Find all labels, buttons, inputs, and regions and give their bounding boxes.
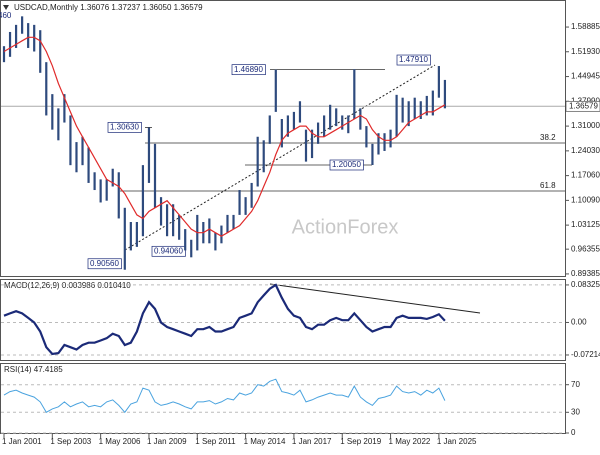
fib-label: 61.8 (540, 181, 556, 190)
annotation-label: 1.47910 (399, 55, 428, 64)
last-price-box (565, 100, 600, 112)
x-tick-label: 1 Sep 2011 (195, 437, 236, 446)
y-tick-label: -0.072148 (571, 350, 600, 359)
macd-trend-line (269, 283, 481, 314)
annotation-label: 1.20050 (332, 160, 361, 169)
y-tick-label: 0.083255 (571, 280, 600, 289)
y-tick-label: 1.03125 (571, 220, 600, 229)
x-tick-label: 1 May 2006 (99, 437, 141, 446)
x-tick-label: 1 Jan 2001 (2, 437, 42, 446)
y-tick-label: 1.17060 (571, 171, 600, 180)
last-price-label: 1.36579 (569, 101, 598, 110)
y-tick-label: 1.31000 (571, 121, 600, 130)
y-tick-label: 1.44945 (571, 72, 600, 81)
x-tick-label: 1 Jan 2009 (147, 437, 187, 446)
y-tick-label: 30 (571, 407, 580, 416)
macd-line (3, 283, 446, 356)
price-panel (0, 0, 566, 277)
trend-line (124, 64, 436, 251)
macd-title: MACD(12,26,9) 0.003986 0.010410 (4, 281, 131, 290)
y-tick-label: 1.51930 (571, 47, 600, 56)
annotation-label: 0.90560 (90, 259, 119, 268)
clipped-label: 460 (0, 11, 12, 20)
annotation-box (87, 258, 122, 270)
x-tick-label: 1 May 2014 (244, 437, 286, 446)
y-tick-label: 0.89385 (571, 269, 600, 278)
annotation-box (231, 64, 266, 76)
annotation-box (396, 54, 431, 66)
rsi-title: RSI(14) 47.4185 (4, 365, 63, 374)
annotation-box (107, 122, 142, 133)
title-icon (3, 5, 9, 10)
y-tick-label: 0 (571, 428, 576, 437)
y-tick-label: 70 (571, 380, 580, 389)
y-tick-label: 1.37990 (571, 96, 600, 105)
rsi-line (3, 378, 446, 414)
y-tick-label: 0.96355 (571, 244, 600, 253)
fib-label: 38.2 (540, 133, 556, 142)
moving-average (3, 36, 446, 237)
annotation-label: 1.46890 (234, 65, 263, 74)
x-tick-label: 1 May 2022 (389, 437, 431, 446)
y-tick-label: 1.58885 (571, 22, 600, 31)
macd-panel (0, 279, 566, 361)
watermark: ActionForex (292, 216, 399, 238)
x-tick-label: 1 Sep 2019 (340, 437, 381, 446)
chart-title: USDCAD,Monthly 1.36076 1.37237 1.36050 1… (14, 3, 203, 12)
x-tick-label: 1 Sep 2003 (50, 437, 91, 446)
x-tick-label: 1 Jan 2025 (437, 437, 477, 446)
annotation-label: 0.94060 (154, 246, 183, 255)
annotation-label: 1.30630 (110, 123, 139, 132)
x-tick-label: 1 Jan 2017 (292, 437, 332, 446)
y-tick-label: 1.10090 (571, 195, 600, 204)
annotation-box (329, 159, 364, 171)
y-tick-label: 1.24030 (571, 146, 600, 155)
y-tick-label: 0.00 (571, 318, 587, 327)
annotation-box (151, 245, 186, 257)
